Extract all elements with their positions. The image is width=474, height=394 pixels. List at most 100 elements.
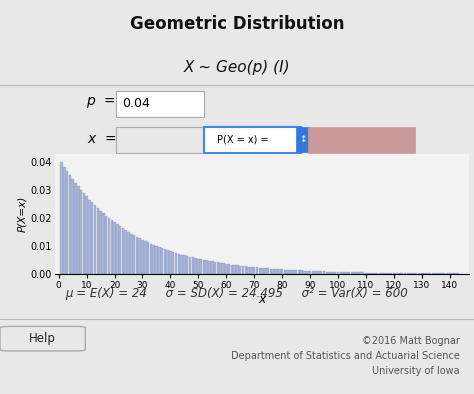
Bar (298, 270, 300, 274)
Bar (301, 271, 303, 274)
Bar (440, 273, 443, 274)
Bar (189, 257, 191, 274)
Bar (211, 262, 214, 274)
Bar (153, 245, 155, 274)
Bar (60, 162, 63, 274)
Bar (337, 272, 339, 274)
Bar (180, 255, 183, 274)
Bar (119, 227, 121, 274)
Bar (395, 273, 398, 274)
Bar (415, 273, 418, 274)
Bar (138, 238, 141, 274)
Bar (317, 271, 319, 274)
Bar (348, 272, 350, 274)
Bar (292, 270, 294, 274)
Bar (426, 273, 428, 274)
Bar (85, 197, 88, 274)
Bar (116, 225, 118, 274)
Bar (141, 240, 144, 274)
Bar (407, 273, 409, 274)
Bar (367, 273, 370, 274)
Bar (66, 171, 68, 274)
Text: $p$  =: $p$ = (86, 95, 116, 110)
Bar (370, 273, 373, 274)
Bar (339, 272, 342, 274)
Bar (331, 272, 334, 274)
Bar (169, 251, 172, 274)
Bar (247, 267, 250, 274)
Bar (376, 273, 378, 274)
Bar (261, 268, 264, 274)
Bar (161, 248, 164, 274)
Bar (203, 260, 205, 274)
Bar (392, 273, 395, 274)
Bar (267, 268, 269, 274)
Bar (191, 257, 194, 274)
Bar (236, 265, 239, 274)
Bar (225, 264, 228, 274)
Bar (133, 235, 136, 274)
FancyBboxPatch shape (116, 126, 204, 152)
Bar (91, 203, 93, 274)
Bar (105, 216, 108, 274)
Bar (166, 250, 169, 274)
Bar (258, 268, 261, 274)
Bar (289, 270, 292, 274)
Bar (108, 218, 110, 274)
Bar (438, 273, 440, 274)
Bar (125, 230, 127, 274)
Text: μ = E(X) = 24     σ = SD(X) = 24.495     σ² = Var(X) = 600: μ = E(X) = 24 σ = SD(X) = 24.495 σ² = Va… (65, 287, 409, 300)
Bar (326, 271, 328, 274)
Bar (158, 247, 161, 274)
Bar (130, 234, 133, 274)
Bar (432, 273, 434, 274)
Bar (404, 273, 406, 274)
Bar (320, 271, 322, 274)
Bar (186, 256, 189, 274)
Bar (354, 272, 356, 274)
Bar (382, 273, 384, 274)
Bar (311, 271, 314, 274)
Bar (100, 211, 102, 274)
Bar (420, 273, 423, 274)
Bar (113, 222, 116, 274)
Bar (418, 273, 420, 274)
Text: ©2016 Matt Bognar
Department of Statistics and Actuarial Science
University of I: ©2016 Matt Bognar Department of Statisti… (231, 336, 460, 376)
Bar (286, 270, 289, 274)
Bar (164, 249, 166, 274)
Bar (295, 270, 297, 274)
Bar (264, 268, 267, 274)
Bar (281, 269, 283, 274)
Bar (362, 273, 365, 274)
Bar (110, 220, 113, 274)
Bar (342, 272, 345, 274)
Bar (351, 272, 353, 274)
Bar (127, 232, 130, 274)
Bar (435, 273, 437, 274)
Bar (275, 269, 278, 274)
Bar (410, 273, 412, 274)
Bar (144, 241, 146, 274)
Bar (253, 267, 255, 274)
Bar (208, 261, 211, 274)
Bar (412, 273, 415, 274)
Bar (314, 271, 317, 274)
Bar (398, 273, 401, 274)
FancyBboxPatch shape (204, 126, 301, 152)
Bar (222, 263, 225, 274)
Text: ↕: ↕ (300, 135, 307, 144)
Bar (328, 271, 331, 274)
Bar (74, 183, 77, 274)
Bar (228, 264, 230, 274)
Bar (80, 190, 82, 274)
Bar (270, 269, 272, 274)
Bar (214, 262, 216, 274)
Bar (278, 269, 281, 274)
Bar (334, 272, 337, 274)
Bar (88, 199, 91, 274)
Bar (94, 205, 96, 274)
Bar (63, 167, 65, 274)
Bar (72, 179, 74, 274)
Bar (365, 273, 367, 274)
Y-axis label: P(X=x): P(X=x) (18, 195, 27, 232)
